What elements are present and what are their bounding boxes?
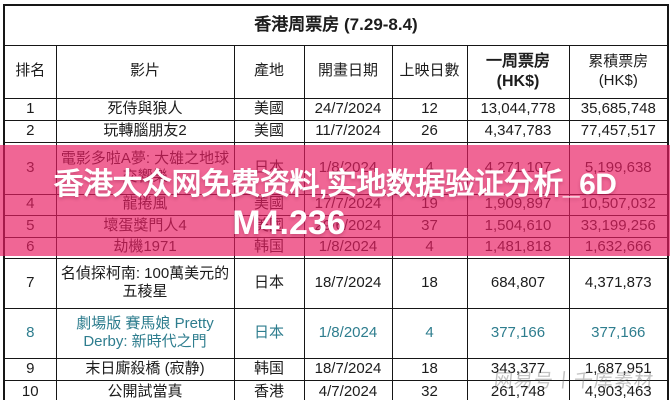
- table-row: 2 玩轉腦朋友2 美國 11/7/2024 26 4,347,783 77,45…: [3, 119, 669, 143]
- film-cell: 末日廝殺橋 (寂静): [55, 357, 235, 381]
- table-row-highlighted: 8 劇場版 賽馬娘 Pretty Derby: 新時代之門 日本 1/8/202…: [3, 307, 669, 359]
- week-gross-cell: 261,748: [466, 379, 570, 400]
- promo-overlay-banner[interactable]: 香港大众网免费资料,实地数据验证分析_6D M4.236: [0, 145, 670, 256]
- table-row: 7 名偵探柯南: 100萬美元的五稜星 日本 18/7/2024 18 684,…: [3, 257, 669, 309]
- header-week-gross: 一周票房 (HK$): [466, 44, 570, 99]
- header-open-date: 開畫日期: [303, 44, 393, 99]
- rank-cell: 7: [3, 257, 57, 309]
- days-cell: 18: [391, 357, 468, 381]
- origin-cell: 美國: [233, 119, 305, 143]
- rank-cell: 2: [3, 119, 57, 143]
- week-gross-cell: 684,807: [466, 257, 570, 309]
- header-origin: 產地: [233, 44, 305, 99]
- total-gross-cell: 4,371,873: [568, 257, 669, 309]
- date-cell: 18/7/2024: [303, 257, 393, 309]
- header-film: 影片: [55, 44, 235, 99]
- days-cell: 12: [391, 97, 468, 121]
- film-cell: 死侍與狼人: [55, 97, 235, 121]
- origin-cell: 韩国: [233, 357, 305, 381]
- header-days: 上映日數: [391, 44, 468, 99]
- origin-cell: 日本: [233, 257, 305, 309]
- table-row: 1 死侍與狼人 美國 24/7/2024 12 13,044,778 35,68…: [3, 97, 669, 121]
- rank-cell: 10: [3, 379, 57, 400]
- rank-cell: 8: [3, 307, 57, 359]
- origin-cell: 香港: [233, 379, 305, 400]
- week-gross-cell: 377,166: [466, 307, 570, 359]
- week-gross-cell: 13,044,778: [466, 97, 570, 121]
- header-rank: 排名: [3, 44, 57, 99]
- table-header-row: 排名 影片 產地 開畫日期 上映日數 一周票房 (HK$) 累積票房 (HK$): [3, 44, 669, 99]
- origin-cell: 美國: [233, 97, 305, 121]
- table-title: 香港周票房 (7.29-8.4): [3, 4, 669, 46]
- days-cell: 4: [391, 307, 468, 359]
- table-row: 10 公開試當真 香港 4/7/2024 32 261,748 4,903,46…: [3, 379, 669, 400]
- film-cell: 名偵探柯南: 100萬美元的五稜星: [55, 257, 235, 309]
- header-total-gross: 累積票房 (HK$): [568, 44, 669, 99]
- date-cell: 4/7/2024: [303, 379, 393, 400]
- date-cell: 1/8/2024: [303, 307, 393, 359]
- week-gross-cell: 343,377: [466, 357, 570, 381]
- promo-banner-text-line2: M4.236: [232, 203, 346, 242]
- total-gross-cell: 77,457,517: [568, 119, 669, 143]
- days-cell: 32: [391, 379, 468, 400]
- total-gross-cell: 35,685,748: [568, 97, 669, 121]
- rank-cell: 1: [3, 97, 57, 121]
- promo-banner-text-line1: 香港大众网免费资料,实地数据验证分析_6D: [53, 167, 617, 201]
- film-link[interactable]: 劇場版 賽馬娘 Pretty Derby: 新時代之門: [55, 307, 235, 359]
- date-cell: 18/7/2024: [303, 357, 393, 381]
- table-row: 9 末日廝殺橋 (寂静) 韩国 18/7/2024 18 343,377 1,6…: [3, 357, 669, 381]
- film-cell: 公開試當真: [55, 379, 235, 400]
- days-cell: 26: [391, 119, 468, 143]
- week-gross-cell: 4,347,783: [466, 119, 570, 143]
- days-cell: 18: [391, 257, 468, 309]
- total-gross-cell: 4,903,463: [568, 379, 669, 400]
- table-title-row: 香港周票房 (7.29-8.4): [3, 4, 669, 46]
- total-gross-cell: 377,166: [568, 307, 669, 359]
- total-gross-cell: 1,687,951: [568, 357, 669, 381]
- date-cell: 11/7/2024: [303, 119, 393, 143]
- date-cell: 24/7/2024: [303, 97, 393, 121]
- film-cell: 玩轉腦朋友2: [55, 119, 235, 143]
- origin-cell: 日本: [233, 307, 305, 359]
- rank-cell: 9: [3, 357, 57, 381]
